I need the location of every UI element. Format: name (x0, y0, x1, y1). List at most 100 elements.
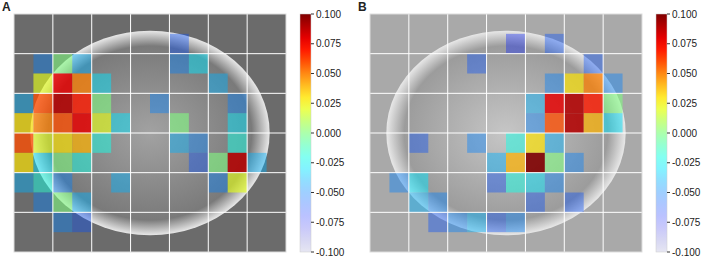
colorbar-tick-label: -0.025 (316, 157, 345, 168)
grid-line (370, 133, 642, 134)
heat-cell (506, 153, 525, 173)
heat-cell (603, 93, 622, 113)
heat-cell (506, 173, 525, 193)
colorbar-tick-label: 0.100 (672, 9, 697, 20)
heat-cell (506, 212, 525, 232)
colorbar-tick-label: 0.050 (672, 68, 697, 79)
heat-cell (564, 193, 583, 213)
heat-cell (33, 133, 52, 153)
heat-cell (525, 133, 544, 153)
heat-cell (525, 153, 544, 173)
heat-cell (564, 93, 583, 113)
heat-cell (409, 133, 428, 153)
colorbar-tick-label: 0.025 (316, 98, 341, 109)
colorbar-tick-label: -0.075 (316, 217, 345, 228)
colorbar-tick (311, 43, 314, 44)
heat-cell (545, 133, 564, 153)
heat-cell (14, 133, 33, 153)
colorbar-tick (667, 162, 670, 163)
heat-cell (584, 113, 603, 133)
colorbar-tick-label: 0.000 (672, 128, 697, 139)
heat-cell (33, 193, 52, 213)
heat-cell (92, 133, 111, 153)
panel: B0.1000.0750.0500.0250.000-0.025-0.050-0… (358, 0, 701, 258)
heat-cell (72, 74, 91, 94)
heat-cell (545, 153, 564, 173)
heat-cell (208, 153, 227, 173)
heat-cell (72, 54, 91, 74)
grid-line (14, 133, 286, 134)
plot-frame (14, 14, 286, 252)
heat-cell (228, 173, 247, 193)
heat-cell (545, 93, 564, 113)
heat-cell (487, 212, 506, 232)
heat-cell (53, 93, 72, 113)
heat-cell (92, 93, 111, 113)
heat-cell (228, 153, 247, 173)
figure: A 0.100 0.075 0.050 0.025 0.000 -0.025 -0.050 -0… (0, 0, 708, 259)
heat-cell (247, 153, 266, 173)
heat-cell (525, 173, 544, 193)
heat-cell (584, 74, 603, 94)
heat-cell (53, 212, 72, 232)
heat-cell (14, 113, 33, 133)
heat-cell (467, 212, 486, 232)
colorbar-tick-label: -0.050 (316, 187, 345, 198)
colorbar-tick-label: -0.100 (316, 247, 345, 258)
image-background (14, 14, 286, 252)
grid-line (370, 172, 642, 173)
heat-cell (33, 113, 52, 133)
grid-line (14, 53, 286, 54)
heat-cell (525, 93, 544, 113)
colorbar-tick (667, 14, 670, 15)
colorbar-tick (667, 222, 670, 223)
heat-cell (72, 133, 91, 153)
heat-cell (150, 93, 169, 113)
panel: A0.1000.0750.0500.0250.000-0.025-0.050-0… (2, 0, 345, 258)
heat-cell (53, 74, 72, 94)
heat-cell (72, 212, 91, 232)
heat-cell (53, 133, 72, 153)
heat-cell (428, 212, 447, 232)
heat-cell (169, 113, 188, 133)
colorbar-tick-label: 0.075 (672, 38, 697, 49)
heat-cell (33, 74, 52, 94)
heat-cell (409, 173, 428, 193)
heat-cell (467, 54, 486, 74)
heat-cell (72, 193, 91, 213)
heat-cell (111, 173, 130, 193)
heat-cell (92, 113, 111, 133)
heat-cell (389, 173, 408, 193)
colorbar-tick-label: -0.100 (672, 247, 701, 258)
heat-cell (487, 173, 506, 193)
grid-line (370, 53, 642, 54)
panel-label: A (2, 0, 11, 14)
colorbar-tick-label: 0.075 (316, 38, 341, 49)
colorbar-tick-label: -0.050 (672, 187, 701, 198)
colorbar-tick (311, 14, 314, 15)
colorbar-tick (311, 162, 314, 163)
heat-cell (33, 173, 52, 193)
heat-cell (564, 153, 583, 173)
colorbar-tick (667, 192, 670, 193)
heat-cell (33, 153, 52, 173)
heat-cell (525, 193, 544, 213)
heat-cell (545, 34, 564, 54)
heat-cell (584, 93, 603, 113)
heat-cell (545, 173, 564, 193)
grid-line (14, 212, 286, 213)
grid-line (14, 93, 286, 94)
heat-cell (545, 74, 564, 94)
colorbar-tick (311, 73, 314, 74)
heat-cell (409, 193, 428, 213)
grid-line (370, 212, 642, 213)
colorbar (300, 14, 311, 252)
heat-cell (428, 193, 447, 213)
heat-cell (72, 153, 91, 173)
colorbar-tick-label: -0.025 (672, 157, 701, 168)
grid-line (14, 172, 286, 173)
heat-cell (545, 113, 564, 133)
heat-cell (228, 113, 247, 133)
heat-cell (14, 173, 33, 193)
colorbar-tick-label: 0.000 (316, 128, 341, 139)
